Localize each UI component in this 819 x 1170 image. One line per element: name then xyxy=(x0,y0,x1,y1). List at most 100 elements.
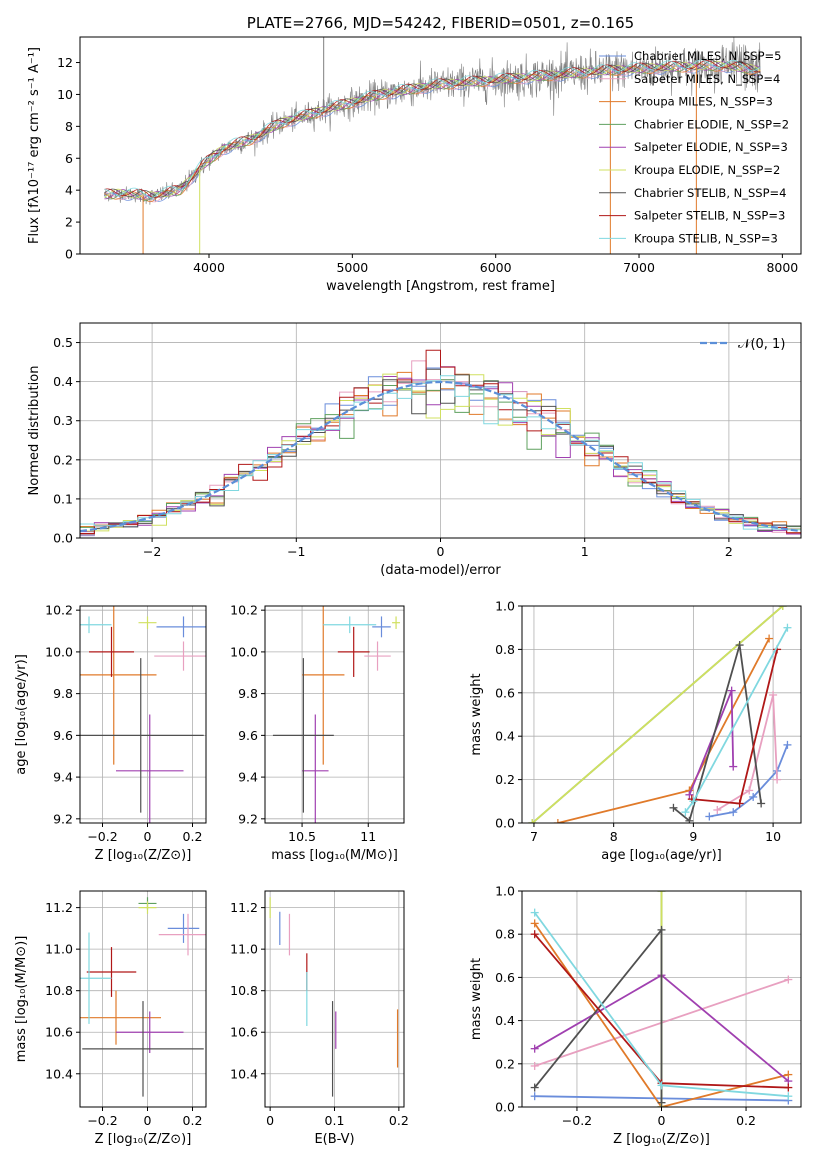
y-axis-label: Normed distribution xyxy=(27,366,42,496)
panel-age_vs_mass: 10.5 11 9.2 9.4 9.6 9.8 10.0 10.2 mass [log₁₀(M/… xyxy=(230,603,405,863)
error-bar-point xyxy=(138,901,157,914)
mass-weight-marker xyxy=(530,1083,539,1092)
x-tick-label: −1 xyxy=(287,544,305,559)
y-tick-label: 0.8 xyxy=(495,927,515,942)
legend-label: Salpeter STELIB, N_SSP=3 xyxy=(634,209,785,223)
plot-area xyxy=(528,606,792,823)
error-bar-point xyxy=(167,913,200,943)
model-spectrum-line xyxy=(104,60,761,199)
y-tick-label: 0.4 xyxy=(495,729,515,744)
axes-frame xyxy=(79,36,802,255)
x-tick-label: 0.2 xyxy=(183,829,203,844)
model-spectrum-line xyxy=(104,59,761,199)
error-bar-point xyxy=(138,616,157,629)
x-tick-label: 5000 xyxy=(336,260,368,275)
error-bar-point xyxy=(80,990,161,1045)
y-tick-label: 9.4 xyxy=(53,770,73,785)
legend-label: Chabrier STELIB, N_SSP=4 xyxy=(634,186,786,200)
x-axis-label: mass [log₁₀(M/M⊙)] xyxy=(271,848,398,863)
error-bar-point xyxy=(89,626,134,677)
y-tick-label: 9.6 xyxy=(53,728,73,743)
error-bar-point xyxy=(364,641,391,671)
y-tick-label: 0.2 xyxy=(495,772,515,787)
y-tick-label: 10.0 xyxy=(45,644,73,659)
plot-area xyxy=(269,897,399,1097)
y-tick-label: 10.6 xyxy=(45,1025,73,1040)
y-tick-label: 11.2 xyxy=(45,900,73,915)
x-tick-label: 0 xyxy=(266,1113,274,1128)
error-bar-point xyxy=(156,616,206,638)
mass-weight-marker xyxy=(783,623,792,632)
y-axis-label: mass weight xyxy=(469,673,484,755)
y-tick-label: 0.4 xyxy=(53,374,73,389)
y-tick-label: 0.0 xyxy=(495,1100,515,1115)
mass-weight-marker xyxy=(669,803,678,812)
mass-weight-marker xyxy=(769,690,778,699)
y-tick-label: 1.0 xyxy=(495,599,515,614)
plot-area xyxy=(80,897,206,1097)
x-tick-label: 10.5 xyxy=(288,829,316,844)
x-axis-label: E(B-V) xyxy=(314,1132,354,1147)
residual-histogram xyxy=(80,368,801,535)
plot-area xyxy=(530,891,793,1107)
mass-weight-marker xyxy=(749,792,758,801)
mass-weight-marker xyxy=(530,919,539,928)
y-tick-label: 9.2 xyxy=(238,811,258,826)
error-bar-point xyxy=(323,616,377,634)
panel-massweight_vs_age: 7 8 9 10 0.0 0.2 0.4 0.6 0.8 1.0 age [log₁₀(age/yr… xyxy=(469,599,802,863)
mass-weight-marker xyxy=(657,891,666,895)
chart-title: PLATE=2766, MJD=54242, FIBERID=0501, z=0… xyxy=(247,14,634,32)
y-tick-label: 10.8 xyxy=(230,983,258,998)
x-tick-label: 9 xyxy=(689,829,697,844)
mass-weight-marker xyxy=(784,975,793,984)
y-tick-label: 6 xyxy=(65,151,73,166)
legend-label: Chabrier MILES, N_SSP=5 xyxy=(634,49,781,63)
x-tick-label: 0 xyxy=(437,544,445,559)
error-bar-point xyxy=(80,932,112,1024)
legend: Chabrier MILES, N_SSP=5 Salpeter MILES, N… xyxy=(599,49,789,245)
y-tick-label: 4 xyxy=(65,183,73,198)
x-tick-label: 0.2 xyxy=(183,1113,203,1128)
y-tick-label: 0.4 xyxy=(495,1013,515,1028)
error-bar-point xyxy=(116,714,184,823)
y-tick-label: 10.6 xyxy=(230,1025,258,1040)
axes-frame xyxy=(79,322,802,539)
y-tick-label: 12 xyxy=(57,55,73,70)
y-tick-label: 11.2 xyxy=(230,900,258,915)
y-tick-label: 9.8 xyxy=(53,686,73,701)
y-tick-label: 0.2 xyxy=(53,452,73,467)
y-axis-label: mass weight xyxy=(469,958,484,1040)
mass-weight-line xyxy=(672,644,762,823)
x-tick-label: 7000 xyxy=(623,260,655,275)
mass-weight-marker xyxy=(784,1083,793,1092)
error-bar-point xyxy=(158,913,206,956)
mass-weight-marker xyxy=(705,812,714,821)
mass-weight-marker xyxy=(729,762,738,771)
x-tick-label: 1 xyxy=(581,544,589,559)
mass-weight-marker xyxy=(657,1081,666,1090)
mass-weight-marker xyxy=(530,1044,539,1053)
mass-weight-marker xyxy=(784,1092,793,1101)
mass-weight-marker xyxy=(530,1061,539,1070)
x-tick-label: 10 xyxy=(765,829,781,844)
mass-weight-line xyxy=(716,694,778,811)
legend-label: Salpeter ELODIE, N_SSP=3 xyxy=(634,140,788,154)
panel-mass_vs_EBV: 0 0.1 0.2 10.4 10.6 10.8 11.0 11.2 E(B-V) xyxy=(230,890,409,1147)
error-bar-point xyxy=(337,626,370,677)
error-bar-point xyxy=(80,606,157,765)
y-tick-label: 0.8 xyxy=(495,642,515,657)
panel-age_vs_Z: −0.2 0 0.2 9.2 9.4 9.6 9.8 10.0 10.2 Z [log₁₀(Z/Z… xyxy=(14,603,207,863)
model-spectrum-line xyxy=(104,60,761,198)
y-tick-label: 0 xyxy=(65,247,73,262)
x-tick-label: 0 xyxy=(144,1113,152,1128)
x-tick-label: −0.2 xyxy=(562,1113,592,1128)
x-tick-label: 6000 xyxy=(480,260,512,275)
y-tick-label: 0.6 xyxy=(495,970,515,985)
panel-massweight_vs_Z: −0.2 0 0.2 0.0 0.2 0.4 0.6 0.8 1.0 Z [log₁₀(Z/Z⊙)… xyxy=(469,884,802,1147)
error-bar-point xyxy=(302,606,345,765)
mass-weight-marker xyxy=(685,816,694,823)
mass-weight-marker xyxy=(689,797,698,806)
y-tick-label: 0.1 xyxy=(53,491,73,506)
error-bar-point xyxy=(82,1001,204,1097)
y-tick-label: 2 xyxy=(65,215,73,230)
